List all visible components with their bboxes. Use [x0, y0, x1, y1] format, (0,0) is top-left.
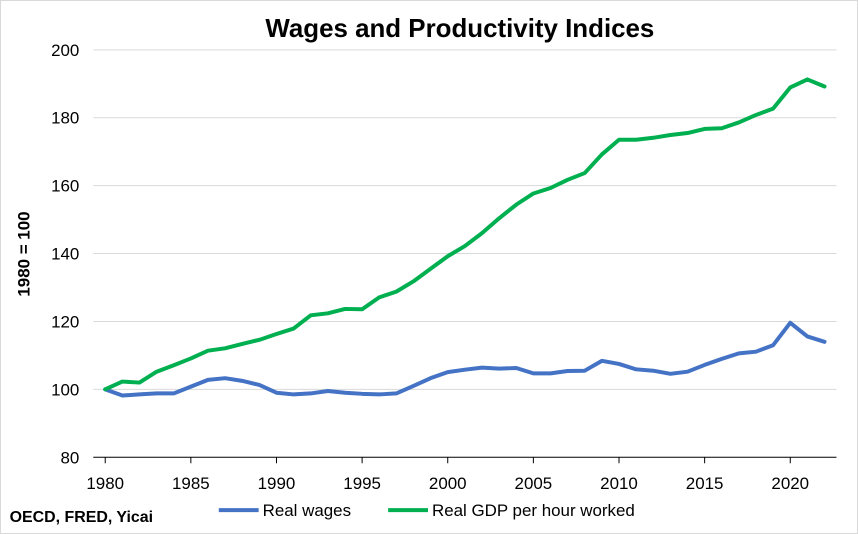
y-tick-label: 160: [51, 177, 79, 196]
y-tick-label: 120: [51, 312, 79, 331]
y-tick-label: 180: [51, 109, 79, 128]
gridlines: [93, 49, 837, 390]
x-tick-label: 2010: [600, 474, 638, 493]
chart-title: Wages and Productivity Indices: [265, 15, 654, 43]
y-axis-label: 1980 = 100: [15, 211, 34, 296]
legend-label-real-gdp-per-hour: Real GDP per hour worked: [432, 501, 635, 520]
x-tick-label: 1995: [343, 474, 381, 493]
x-tick-label: 2020: [771, 474, 809, 493]
y-tick-label: 80: [60, 448, 79, 467]
x-tick-label: 2005: [515, 474, 553, 493]
y-axis-ticks: 80 100 120 140 160 180 200: [51, 41, 79, 467]
x-tick-label: 1980: [86, 474, 124, 493]
series-line-real-wages: [103, 320, 827, 398]
series-group: [103, 77, 827, 398]
x-tick-label: 1990: [258, 474, 296, 493]
x-tick-label: 1985: [172, 474, 210, 493]
source-note: OECD, FRED, Yicai: [10, 509, 153, 526]
y-tick-label: 100: [51, 380, 79, 399]
x-axis-ticks: 1980 1985 1990 1995 2000 2005 2010 2015 2020: [86, 457, 809, 493]
legend: Real wages Real GDP per hour worked: [218, 501, 635, 520]
series-line-real-gdp-per-hour-worked: [103, 77, 827, 392]
y-tick-label: 140: [51, 245, 79, 264]
x-tick-label: 2015: [686, 474, 724, 493]
x-tick-label: 2000: [429, 474, 467, 493]
legend-label-real-wages: Real wages: [263, 501, 351, 520]
y-tick-label: 200: [51, 41, 79, 60]
